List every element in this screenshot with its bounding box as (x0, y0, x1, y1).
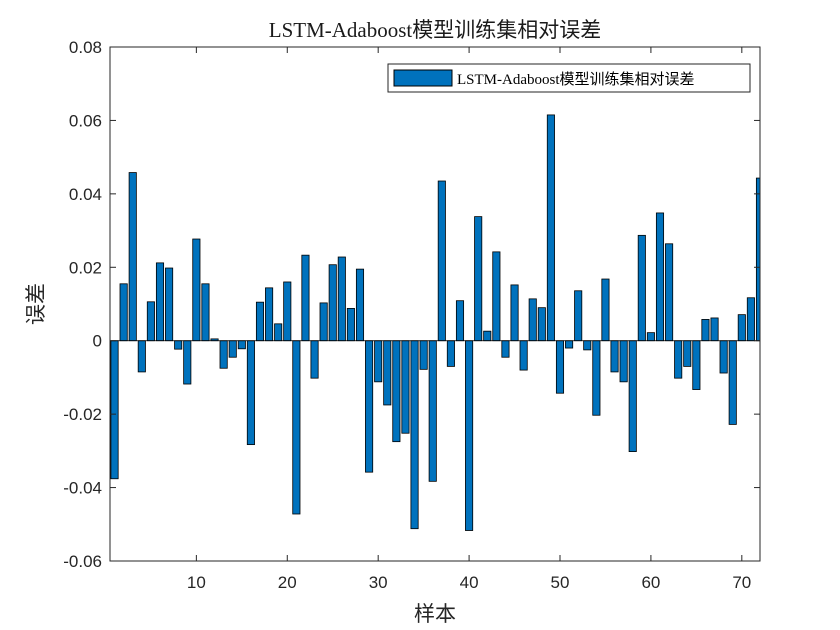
x-tick-label: 70 (732, 573, 751, 592)
plot-frame (109, 46, 761, 562)
x-axis-ticks: 10 20 30 40 50 60 70 (187, 47, 751, 592)
bar (737, 314, 746, 342)
bar (374, 340, 383, 383)
bar (192, 238, 201, 342)
bar (619, 340, 628, 383)
bar (510, 284, 519, 342)
bar (519, 340, 528, 371)
x-tick-label: 30 (369, 573, 388, 592)
bar (646, 332, 655, 342)
bar (565, 340, 574, 349)
y-axis-label: 误差 (24, 283, 48, 325)
bar (655, 212, 665, 342)
bar (546, 114, 555, 342)
bar (383, 340, 392, 406)
bar (446, 340, 455, 367)
bar (328, 264, 337, 342)
bar (428, 340, 437, 482)
legend: LSTM-Adaboost模型训练集相对误差 (387, 63, 751, 93)
bar (246, 340, 255, 446)
bar (283, 281, 292, 342)
bar (146, 301, 155, 342)
bar (674, 340, 683, 379)
bar (501, 340, 510, 358)
bar (419, 340, 428, 370)
bar (483, 330, 492, 342)
bar (237, 340, 246, 350)
y-tick-label: 0 (93, 332, 102, 351)
bar (155, 262, 165, 342)
bar (174, 340, 183, 350)
bar (474, 216, 483, 342)
y-tick-label: -0.02 (63, 405, 102, 424)
bar (183, 340, 192, 385)
bar (337, 256, 346, 342)
bar (692, 340, 701, 390)
chart-title: LSTM-Adaboost模型训练集相对误差 (269, 18, 602, 42)
bar (455, 300, 465, 342)
bar (437, 180, 446, 342)
bar (110, 340, 119, 480)
bar (719, 340, 728, 374)
legend-swatch (393, 69, 453, 87)
bar (301, 254, 310, 342)
bar (610, 340, 619, 373)
bar (355, 268, 365, 342)
y-axis-ticks: -0.06 -0.04 -0.02 0 0.02 0.04 0.06 0.08 (63, 38, 760, 571)
bar (265, 287, 274, 342)
bar (701, 319, 710, 342)
x-tick-label: 50 (551, 573, 570, 592)
y-tick-label: 0.06 (69, 111, 102, 130)
y-tick-label: -0.06 (63, 552, 102, 571)
bar (219, 340, 228, 369)
bar (128, 172, 137, 342)
bar (574, 290, 583, 342)
x-tick-label: 40 (460, 573, 479, 592)
bar (537, 307, 546, 342)
axes (109, 46, 761, 562)
bar (628, 340, 637, 452)
y-tick-label: 0.02 (69, 258, 102, 277)
bar (746, 297, 755, 342)
legend-entry-label: LSTM-Adaboost模型训练集相对误差 (457, 71, 695, 88)
bar (410, 340, 419, 530)
bar (492, 251, 501, 342)
bar (592, 340, 601, 416)
bar (319, 302, 328, 342)
bar (310, 340, 319, 379)
bar (392, 340, 401, 443)
x-tick-label: 20 (278, 573, 297, 592)
y-tick-label: 0.08 (69, 38, 102, 57)
bar (119, 283, 128, 342)
bar (365, 340, 374, 473)
bar (583, 340, 592, 351)
bar (637, 234, 646, 342)
bar (555, 340, 565, 394)
bar (137, 340, 146, 373)
bar (601, 278, 610, 342)
y-tick-label: 0.04 (69, 185, 102, 204)
bar (665, 243, 674, 342)
bar (165, 267, 174, 342)
bar (346, 308, 355, 342)
x-axis-label: 样本 (414, 602, 456, 626)
bar (401, 340, 410, 434)
bar (710, 317, 719, 342)
bar (728, 340, 737, 425)
bar (274, 323, 283, 342)
x-tick-label: 60 (641, 573, 660, 592)
bar (255, 301, 265, 342)
bar (228, 340, 237, 358)
bar (465, 340, 474, 531)
bar (528, 298, 537, 342)
bar (683, 340, 692, 367)
bar (201, 283, 210, 342)
bar-series (110, 114, 760, 531)
y-tick-label: -0.04 (63, 479, 102, 498)
bar (292, 340, 301, 515)
x-tick-label: 10 (187, 573, 206, 592)
